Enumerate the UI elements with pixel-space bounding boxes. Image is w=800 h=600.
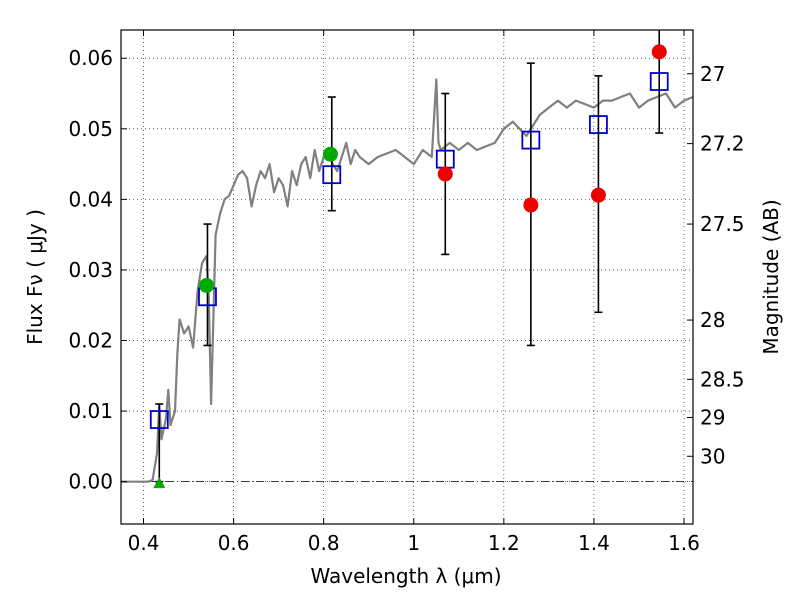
right-tick-label-3: 28 — [700, 308, 725, 332]
right-tick-label-2: 27.5 — [700, 212, 745, 236]
x-tick-label-6: 1.6 — [668, 531, 700, 555]
x-tick-label-4: 1.2 — [488, 531, 520, 555]
red-point-0 — [437, 166, 453, 182]
model-square-4 — [521, 130, 541, 150]
green-point-0 — [199, 277, 215, 293]
red-point-1 — [523, 197, 539, 213]
y-tick-label-2: 0.02 — [68, 329, 113, 353]
right-tick-label-0: 27 — [700, 62, 725, 86]
model-square-0 — [149, 410, 169, 429]
y-tick-label-0: 0.00 — [68, 470, 113, 494]
tick-layer: 0.4 0.6 0.8 1 1.2 1.4 1.6 0.00 0.01 0.02 0.03 0.04 0… — [68, 30, 745, 555]
y-axis-right-label: Magnitude (AB) — [759, 199, 783, 354]
model-square-6 — [649, 72, 669, 91]
right-tick-label-1: 27.2 — [700, 132, 745, 156]
red-point-3 — [651, 44, 667, 60]
green-point-1 — [322, 146, 338, 162]
x-tick-label-1: 0.6 — [218, 531, 250, 555]
y-tick-label-4: 0.04 — [68, 187, 113, 211]
y-tick-label-3: 0.03 — [68, 258, 113, 282]
x-tick-label-2: 0.8 — [308, 531, 340, 555]
marker-layer — [149, 30, 669, 489]
y-tick-label-6: 0.06 — [68, 46, 113, 70]
y-tick-label-1: 0.01 — [68, 399, 113, 423]
right-tick-label-5: 29 — [700, 405, 725, 429]
y-tick-label-5: 0.05 — [68, 117, 113, 141]
model-square-5 — [589, 115, 608, 134]
x-tick-label-5: 1.4 — [578, 531, 610, 555]
right-tick-label-6: 30 — [700, 444, 725, 468]
x-tick-label-0: 0.4 — [128, 531, 160, 555]
plot-frame — [120, 29, 694, 525]
model-square-2 — [322, 165, 342, 185]
red-point-2 — [590, 187, 606, 203]
y-axis-label: Flux Fν ( μJy ) — [23, 209, 47, 345]
upper-limit-triangle-0 — [153, 477, 166, 489]
x-axis-label: Wavelength λ (μm) — [310, 564, 501, 588]
x-tick-label-3: 1 — [407, 531, 420, 555]
right-tick-label-4: 28.5 — [700, 367, 745, 391]
